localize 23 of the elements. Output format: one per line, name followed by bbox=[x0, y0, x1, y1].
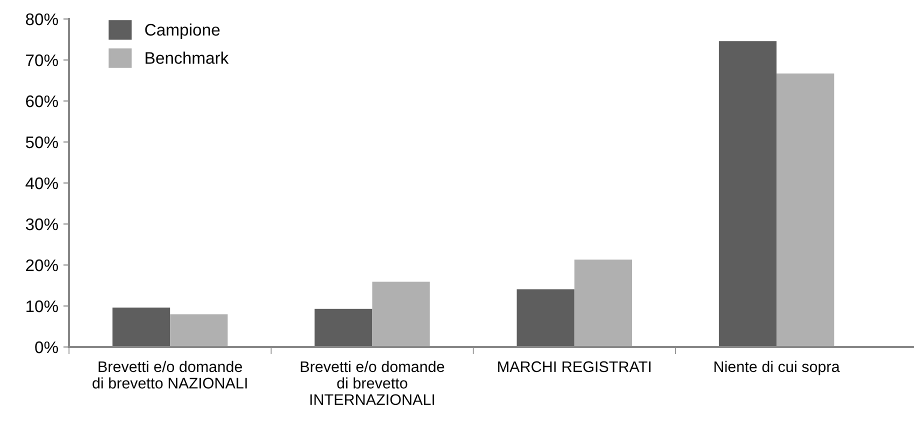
bar bbox=[314, 308, 372, 347]
bar bbox=[718, 41, 777, 347]
x-tick-label: Niente di cui sopra bbox=[714, 360, 840, 376]
bar bbox=[372, 282, 430, 347]
bar bbox=[516, 289, 574, 347]
x-tick-label: Brevetti e/o domande di brevetto INTERNAZIONALI bbox=[300, 360, 444, 406]
legend-label: Benchmark bbox=[146, 52, 229, 64]
legend-label: Campione bbox=[145, 23, 220, 40]
y-tick-label: 40% bbox=[26, 177, 58, 190]
bar bbox=[112, 308, 170, 347]
y-tick-label: 0% bbox=[35, 341, 58, 354]
bar bbox=[574, 260, 632, 347]
y-tick-label: 60% bbox=[26, 95, 58, 108]
x-tick-label: Brevetti e/o domande di brevetto NAZIONALI bbox=[92, 360, 247, 389]
y-tick-label: 50% bbox=[26, 136, 58, 148]
y-tick-label: 80% bbox=[26, 13, 58, 26]
y-tick-label: 70% bbox=[26, 54, 58, 66]
y-tick-label: 30% bbox=[26, 218, 58, 230]
bar bbox=[170, 314, 228, 347]
x-tick-label: MARCHI REGISTRATI bbox=[498, 361, 650, 372]
y-tick-label: 10% bbox=[26, 300, 58, 312]
y-tick-label: 20% bbox=[26, 259, 58, 272]
bar bbox=[776, 74, 834, 347]
